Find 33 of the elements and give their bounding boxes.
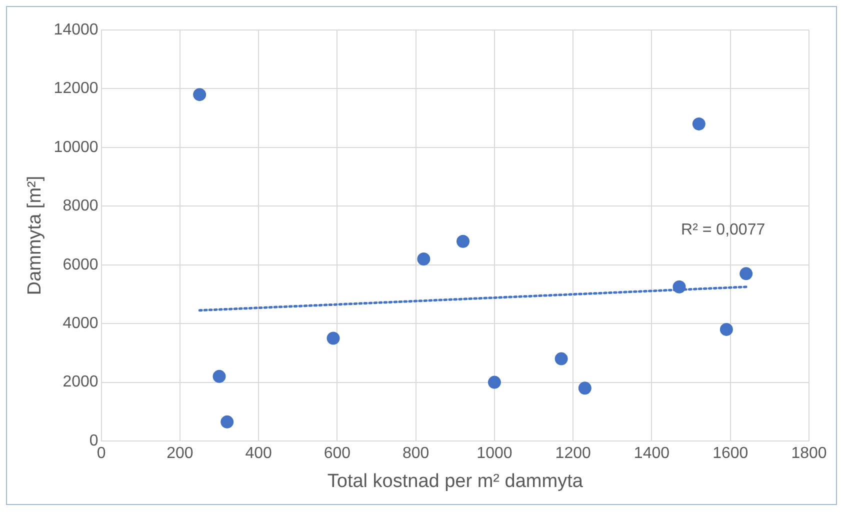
y-tick-label: 8000 — [62, 198, 98, 215]
x-tick-label: 400 — [245, 445, 272, 462]
point — [672, 280, 686, 294]
x-tick-label: 800 — [402, 445, 430, 462]
y-tick-label: 2000 — [62, 374, 98, 391]
y-axis-title: Dammyta [m²] — [24, 176, 46, 296]
point — [326, 332, 340, 345]
point — [220, 415, 234, 428]
annotation: R² = 0,0077 — [681, 221, 766, 238]
point — [212, 370, 226, 383]
x-tick-label: 200 — [166, 445, 194, 462]
x-axis-title: Total kostnad per m² dammyta — [327, 470, 584, 492]
y-tick-label: 10000 — [54, 138, 98, 156]
y-tick-label: 6000 — [62, 256, 98, 274]
point — [740, 267, 753, 280]
point — [554, 352, 568, 366]
point — [720, 322, 733, 336]
point — [193, 88, 206, 102]
y-tick-label: 4000 — [62, 314, 98, 332]
point — [488, 376, 501, 389]
x-tick-label: 600 — [324, 445, 351, 462]
x-tick-label: 1800 — [791, 445, 827, 462]
point — [692, 117, 706, 130]
x-tick-label: 1000 — [476, 445, 512, 462]
x-tick-label: 1200 — [555, 445, 591, 462]
x-tick-label: 1400 — [634, 445, 670, 462]
point — [578, 382, 592, 395]
point — [456, 234, 470, 248]
x-tick-label: 1600 — [712, 445, 748, 462]
y-tick-label: 14000 — [54, 21, 98, 38]
y-tick-label: 0 — [89, 432, 98, 450]
point — [417, 252, 430, 266]
y-tick-label: 12000 — [54, 80, 98, 98]
